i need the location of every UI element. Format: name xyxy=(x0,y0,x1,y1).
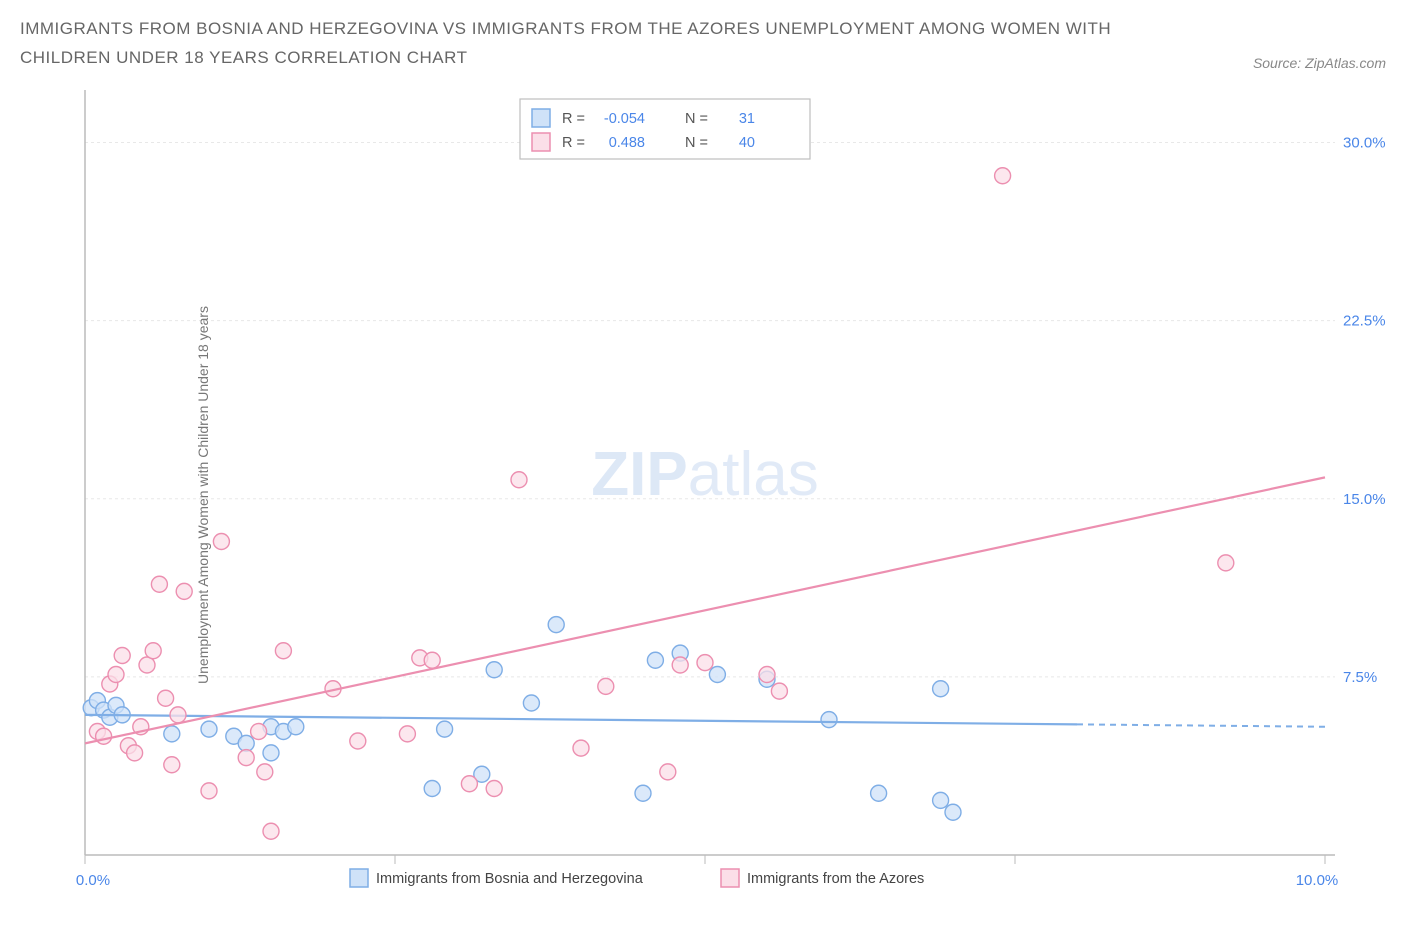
data-point-bosnia xyxy=(548,616,564,632)
chart-title: IMMIGRANTS FROM BOSNIA AND HERZEGOVINA V… xyxy=(20,15,1120,73)
bottom-legend-label: Immigrants from Bosnia and Herzegovina xyxy=(376,871,644,887)
data-point-azores xyxy=(511,472,527,488)
legend-swatch xyxy=(532,133,550,151)
y-tick-label: 7.5% xyxy=(1343,669,1377,686)
legend-r-value: -0.054 xyxy=(604,111,645,127)
data-point-azores xyxy=(672,657,688,673)
data-point-bosnia xyxy=(945,804,961,820)
data-point-azores xyxy=(461,776,477,792)
legend-n-value: 40 xyxy=(739,135,755,151)
data-point-azores xyxy=(771,683,787,699)
data-point-azores xyxy=(697,654,713,670)
data-point-azores xyxy=(96,728,112,744)
data-point-azores xyxy=(424,652,440,668)
y-tick-label: 30.0% xyxy=(1343,134,1386,151)
data-point-azores xyxy=(151,576,167,592)
data-point-azores xyxy=(213,533,229,549)
data-point-azores xyxy=(170,707,186,723)
data-point-azores xyxy=(164,757,180,773)
data-point-azores xyxy=(486,780,502,796)
data-point-azores xyxy=(114,647,130,663)
data-point-azores xyxy=(573,740,589,756)
bottom-legend-label: Immigrants from the Azores xyxy=(747,871,924,887)
data-point-bosnia xyxy=(437,721,453,737)
legend-r-label: R = xyxy=(562,111,585,127)
x-tick-label: 0.0% xyxy=(76,872,110,889)
legend-n-label: N = xyxy=(685,135,708,151)
data-point-azores xyxy=(263,823,279,839)
data-point-azores xyxy=(127,745,143,761)
data-point-bosnia xyxy=(263,745,279,761)
trend-line-azores xyxy=(85,477,1325,743)
y-axis-label: Unemployment Among Women with Children U… xyxy=(195,306,211,684)
data-point-azores xyxy=(176,583,192,599)
data-point-azores xyxy=(350,733,366,749)
y-tick-label: 22.5% xyxy=(1343,312,1386,329)
x-tick-label: 10.0% xyxy=(1296,872,1339,889)
data-point-azores xyxy=(399,726,415,742)
y-tick-label: 15.0% xyxy=(1343,491,1386,508)
data-point-bosnia xyxy=(288,719,304,735)
data-point-bosnia xyxy=(635,785,651,801)
data-point-bosnia xyxy=(486,662,502,678)
legend-swatch xyxy=(532,109,550,127)
bottom-legend-swatch xyxy=(350,869,368,887)
legend-n-label: N = xyxy=(685,111,708,127)
bottom-legend-swatch xyxy=(721,869,739,887)
data-point-azores xyxy=(995,168,1011,184)
data-point-azores xyxy=(108,666,124,682)
data-point-azores xyxy=(598,678,614,694)
data-point-bosnia xyxy=(821,711,837,727)
data-point-bosnia xyxy=(201,721,217,737)
data-point-azores xyxy=(275,643,291,659)
trend-line-bosnia xyxy=(85,715,1077,725)
data-point-azores xyxy=(251,723,267,739)
data-point-bosnia xyxy=(709,666,725,682)
watermark: ZIPatlas xyxy=(591,440,818,509)
data-point-azores xyxy=(660,764,676,780)
legend-r-value: 0.488 xyxy=(609,135,645,151)
data-point-bosnia xyxy=(647,652,663,668)
data-point-azores xyxy=(145,643,161,659)
data-point-bosnia xyxy=(164,726,180,742)
data-point-azores xyxy=(238,749,254,765)
legend-r-label: R = xyxy=(562,135,585,151)
data-point-bosnia xyxy=(424,780,440,796)
data-point-azores xyxy=(1218,555,1234,571)
data-point-bosnia xyxy=(933,681,949,697)
data-point-azores xyxy=(201,783,217,799)
data-point-azores xyxy=(158,690,174,706)
data-point-azores xyxy=(759,666,775,682)
data-point-azores xyxy=(257,764,273,780)
scatter-chart: 7.5% 15.0% 22.5% 30.0% ZIPatlas 0.0% 10.0% R = -… xyxy=(20,85,1386,905)
data-point-bosnia xyxy=(523,695,539,711)
legend-n-value: 31 xyxy=(739,111,755,127)
data-point-bosnia xyxy=(871,785,887,801)
source-label: Source: ZipAtlas.com xyxy=(1253,55,1386,73)
trend-line-dash-bosnia xyxy=(1077,724,1325,726)
data-point-bosnia xyxy=(933,792,949,808)
